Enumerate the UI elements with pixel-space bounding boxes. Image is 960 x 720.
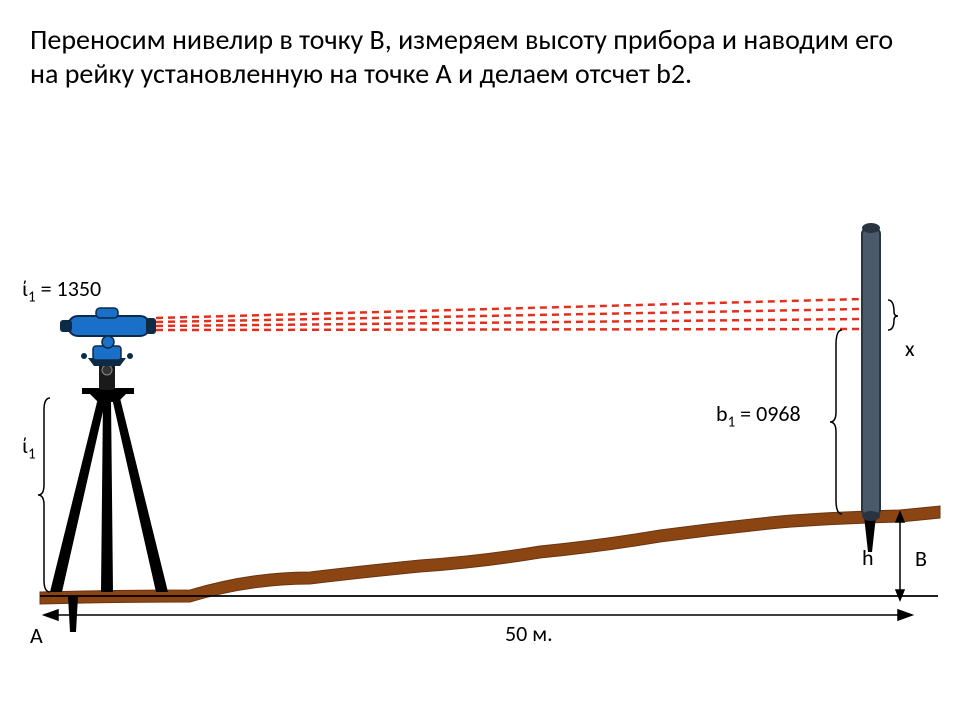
peg-b-icon bbox=[864, 516, 876, 552]
tripod-icon bbox=[50, 360, 168, 592]
i1-bracket-icon bbox=[38, 398, 50, 592]
sight-line-icon bbox=[156, 299, 862, 330]
ground-icon bbox=[40, 506, 940, 604]
peg-a-icon bbox=[68, 596, 78, 632]
diagram-canvas bbox=[0, 0, 960, 720]
x-bracket-icon bbox=[888, 300, 898, 330]
level-instrument-icon bbox=[60, 308, 156, 366]
page: Переносим нивелир в точку В, измеряем вы… bbox=[0, 0, 960, 720]
h-dimension-icon bbox=[896, 512, 904, 600]
b1-bracket-icon bbox=[830, 330, 842, 514]
distance-dimension-icon bbox=[44, 610, 912, 620]
staff-icon bbox=[862, 223, 880, 521]
